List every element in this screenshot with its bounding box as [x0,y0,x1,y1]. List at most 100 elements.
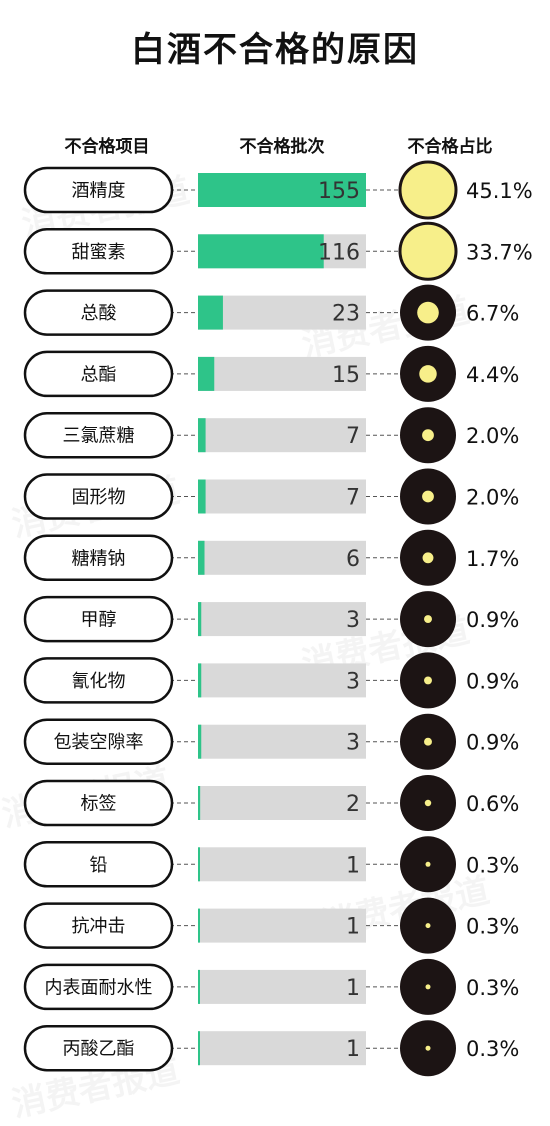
item-label: 铅 [90,855,108,876]
bar [198,173,366,207]
bar-track [198,847,366,882]
item-label: 甜蜜素 [72,242,126,263]
share-label: 0.3% [466,915,519,939]
item-pill [23,779,174,827]
bar [198,724,202,759]
bar-value-label: 15 [332,363,360,388]
item-label: 甲醇 [81,610,117,631]
share-dot [424,799,432,807]
item-label: 内表面耐水性 [45,977,153,998]
item-pill [23,595,174,643]
bar-track [198,540,366,575]
share-label: 33.7% [466,240,533,264]
bar-track [198,786,366,820]
share-circle [398,221,458,281]
bar-track [198,356,366,391]
share-label: 2.0% [466,486,519,510]
share-label: 0.9% [466,608,519,632]
share-dot [419,365,437,383]
share-label: 0.9% [466,731,519,755]
item-pill [23,350,174,398]
share-label: 2.0% [466,424,519,448]
item-label: 标签 [81,794,117,815]
bar [198,908,200,943]
share-dot [425,1045,431,1051]
header-batches: 不合格批次 [239,137,325,157]
share-dot [417,301,439,324]
share-label: 0.3% [466,1037,519,1061]
bar [198,786,201,820]
bar-value-label: 1 [346,853,360,878]
item-pill [23,289,174,336]
bar-track [198,663,366,698]
bar-value-label: 23 [332,302,360,327]
bar-value-label: 116 [318,240,360,265]
share-dot [424,615,432,624]
item-label: 丙酸乙酯 [63,1039,135,1060]
item-label: 包装空隙率 [54,732,144,753]
item-pill [23,473,174,520]
share-dot [425,984,431,990]
item-label: 总酸 [81,303,117,324]
share-label: 0.3% [466,853,519,877]
chart-title: 白酒不合格的原因 [131,30,419,70]
share-dot [425,923,431,929]
item-pill [23,411,174,459]
share-label: 4.4% [466,363,519,387]
bar-track [198,969,366,1004]
item-pill [23,657,174,704]
item-label: 三氯蔗糖 [63,426,135,447]
item-pill [23,841,174,888]
item-pill [23,166,174,214]
item-label: 总酯 [81,364,117,385]
item-pill [23,1024,174,1072]
item-pill [23,718,174,765]
bar [198,234,324,269]
bar [198,540,205,575]
bar [198,295,223,330]
item-label: 固形物 [72,487,126,508]
bar [198,602,202,637]
bar [198,847,200,882]
bar-value-label: 1 [346,1037,360,1062]
bar-value-label: 1 [346,915,360,940]
item-label: 糖精钠 [72,548,126,569]
item-pill [23,534,174,582]
bar-value-label: 7 [346,486,360,511]
share-label: 6.7% [466,302,519,326]
bar [198,969,200,1004]
bar-track [198,418,366,453]
bar-value-label: 1 [346,976,360,1001]
item-pill [23,228,174,275]
bar-value-label: 6 [346,547,360,572]
bar-value-label: 3 [346,731,360,756]
share-label: 45.1% [466,179,533,203]
bar-track [198,1031,366,1066]
bar-track [198,602,366,637]
item-label: 氰化物 [72,671,126,692]
header-item: 不合格项目 [64,137,150,157]
share-label: 0.9% [466,669,519,693]
bar-value-label: 7 [346,424,360,449]
bar-value-label: 3 [346,669,360,694]
item-label: 酒精度 [72,181,126,202]
bar [198,479,206,514]
bar [198,1031,200,1066]
share-dot [425,861,431,867]
bar-track [198,479,366,514]
bar [198,663,202,698]
bar-track [198,295,366,330]
share-dot [424,676,432,685]
bar-value-label: 2 [346,792,360,817]
share-dot [422,429,434,442]
share-label: 0.6% [466,792,519,816]
share-label: 0.3% [466,976,519,1000]
header-share: 不合格占比 [407,137,493,157]
item-pill [23,963,174,1011]
bar-value-label: 3 [346,608,360,633]
share-dot [422,490,434,503]
item-label: 抗冲击 [72,916,126,937]
share-dot [422,552,434,564]
bar-value-label: 155 [318,179,360,204]
